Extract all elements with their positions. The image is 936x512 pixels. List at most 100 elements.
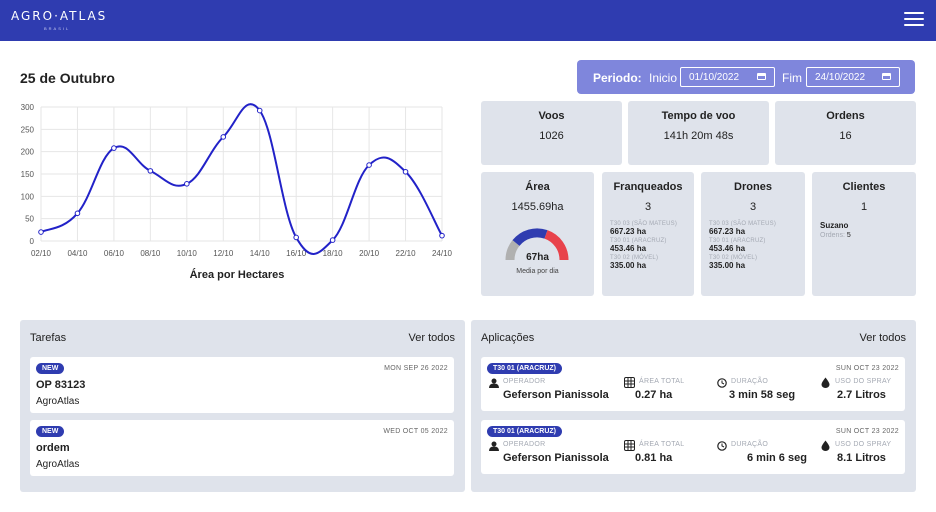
stat-value: 16	[839, 130, 852, 142]
panel-title: Aplicações	[481, 332, 535, 344]
stat-card-tempo: Tempo de voo 141h 20m 48s	[628, 101, 769, 165]
hamburger-menu-icon[interactable]	[904, 12, 924, 28]
list-item-value: 335.00 ha	[610, 261, 647, 270]
application-date: SUN OCT 23 2022	[835, 365, 899, 372]
data-point	[329, 237, 336, 243]
area-gauge	[505, 228, 569, 261]
y-tick-label: 0	[30, 237, 35, 246]
grid-icon	[624, 377, 635, 388]
stat-value: 1026	[539, 130, 564, 142]
start-date-input[interactable]: 01/10/2022	[680, 67, 775, 87]
stat-value: 1	[860, 201, 868, 213]
application-card[interactable]: T30 01 (ARACRUZ) SUN OCT 23 2022 OPERADO…	[481, 357, 905, 411]
stat-title: Franqueados	[613, 181, 683, 193]
spray-col: USO DO SPRAY 2.7 Litros	[835, 378, 891, 401]
calendar-icon[interactable]	[882, 73, 891, 80]
list-item-label: T30 02 (MÓVEL)	[610, 255, 659, 261]
end-date-input[interactable]: 24/10/2022	[806, 67, 900, 87]
ver-todos-link[interactable]: Ver todos	[859, 332, 906, 344]
data-point	[111, 145, 117, 151]
series-line	[40, 103, 443, 255]
client-name: Suzano	[820, 221, 849, 230]
spray-label: USO DO SPRAY	[835, 441, 892, 448]
y-tick-label: 250	[21, 125, 35, 134]
list-item-value: 667.23 ha	[709, 227, 746, 236]
spray-label: USO DO SPRAY	[835, 378, 892, 385]
grid-icon	[624, 440, 635, 451]
stat-value: 3	[644, 201, 652, 213]
data-point	[74, 210, 81, 217]
task-date: MON SEP 26 2022	[384, 365, 448, 372]
end-label: Fim	[782, 71, 802, 85]
application-card[interactable]: T30 01 (ARACRUZ) SUN OCT 23 2022 OPERADO…	[481, 420, 905, 474]
logo[interactable]: AGRO·ATLAS	[11, 9, 108, 23]
stat-title: Clientes	[842, 181, 886, 193]
x-tick-label: 18/10	[323, 249, 344, 258]
aplicacoes-panel: Aplicações Ver todos T30 01 (ARACRUZ) SU…	[471, 320, 916, 492]
data-point	[439, 232, 445, 239]
stat-title: Tempo de voo	[661, 110, 736, 122]
area-value: 0.27 ha	[635, 389, 673, 401]
task-card[interactable]: NEW WED OCT 05 2022 ordem AgroAtlas	[30, 420, 454, 476]
clock-icon	[717, 441, 727, 451]
drop-icon	[821, 377, 830, 388]
area-col: ÁREA TOTAL 0.81 ha	[635, 441, 684, 464]
stat-value: 3	[749, 201, 757, 213]
duration-col: DURAÇÃO 6 min 6 seg	[731, 441, 807, 464]
drop-icon	[821, 440, 830, 451]
user-icon	[489, 378, 499, 388]
list-item-value: 453.46 ha	[610, 244, 647, 253]
task-sub: AgroAtlas	[36, 396, 80, 407]
data-point	[366, 162, 372, 168]
task-card[interactable]: NEW MON SEP 26 2022 OP 83123 AgroAtlas	[30, 357, 454, 413]
operator-label: OPERADOR	[503, 378, 546, 385]
logo-subtitle: BRASIL	[44, 26, 71, 31]
y-tick-label: 200	[21, 148, 35, 157]
task-name: OP 83123	[36, 379, 86, 391]
user-icon	[489, 441, 499, 451]
calendar-icon[interactable]	[757, 73, 766, 80]
duration-col: DURAÇÃO 3 min 58 seg	[729, 378, 796, 401]
area-col: ÁREA TOTAL 0.27 ha	[635, 378, 685, 401]
area-line-chart: 0 50 100 150 200 250 300 02/10 04/10 06/10 08/10 10…	[21, 103, 453, 281]
list-item-value: 453.46 ha	[709, 244, 746, 253]
x-tick-label: 04/10	[67, 249, 88, 258]
y-tick-label: 300	[21, 103, 35, 112]
operator-value: Geferson Pianissola	[503, 452, 609, 464]
end-date-value: 24/10/2022	[815, 72, 866, 83]
duration-label: DURAÇÃO	[731, 441, 769, 448]
x-tick-label: 16/10	[286, 249, 307, 258]
y-tick-label: 100	[21, 192, 35, 201]
spray-col: USO DO SPRAY 8.1 Litros	[835, 441, 891, 464]
data-point	[147, 168, 154, 174]
task-name: ordem	[36, 442, 70, 454]
spray-value: 8.1 Litros	[837, 452, 886, 464]
stat-card-ordens: Ordens 16	[775, 101, 916, 165]
stat-card-area: Área 1455.69ha 67ha Media por dia	[481, 172, 594, 296]
area-label: ÁREA TOTAL	[639, 378, 685, 385]
clock-icon	[717, 378, 727, 388]
panel-title: Tarefas	[30, 332, 67, 344]
top-bar: AGRO·ATLAS BRASIL	[0, 0, 936, 41]
list-item-label: T30 01 (ARACRUZ)	[709, 238, 766, 244]
x-tick-label: 20/10	[359, 249, 380, 258]
duration-value: 3 min 58 seg	[729, 389, 796, 401]
ver-todos-link[interactable]: Ver todos	[408, 332, 455, 344]
area-value: 0.81 ha	[635, 452, 673, 464]
stat-title: Área	[525, 181, 550, 193]
operator-col: OPERADOR Geferson Pianissola	[503, 441, 609, 464]
new-badge: NEW	[36, 426, 65, 437]
franqueados-list: T30 03 (SÃO MATEUS) 667.23 ha T30 01 (AR…	[602, 221, 694, 270]
duration-label: DURAÇÃO	[731, 378, 769, 385]
stat-title: Ordens	[826, 110, 865, 122]
list-item-label: T30 03 (SÃO MATEUS)	[709, 221, 777, 227]
data-point	[184, 181, 190, 187]
new-badge: NEW	[36, 363, 65, 374]
application-date: SUN OCT 23 2022	[835, 428, 899, 435]
x-tick-label: 08/10	[140, 249, 161, 258]
operator-label: OPERADOR	[503, 441, 546, 448]
operator-col: OPERADOR Geferson Pianissola	[503, 378, 609, 401]
data-point	[38, 229, 44, 235]
operator-value: Geferson Pianissola	[503, 389, 609, 401]
list-item-label: T30 01 (ARACRUZ)	[610, 238, 667, 244]
